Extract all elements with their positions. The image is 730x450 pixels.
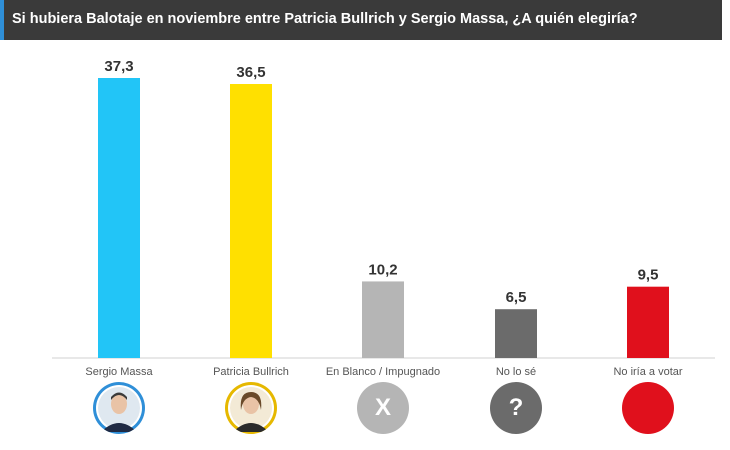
bar-2	[362, 281, 404, 358]
value-label-3: 6,5	[506, 289, 527, 306]
chart-title: Si hubiera Balotaje en noviembre entre P…	[12, 11, 638, 27]
question-circle-glyph: ?	[508, 394, 524, 421]
category-label-2: En Blanco / Impugnado	[326, 366, 440, 378]
sergio-massa-photo-icon	[93, 382, 145, 434]
red-circle-icon	[622, 382, 674, 434]
x-circle-icon: X	[357, 382, 409, 434]
bar-3	[495, 309, 537, 358]
value-label-4: 9,5	[638, 267, 659, 284]
category-label-4: No iría a votar	[613, 366, 682, 378]
category-label-1: Patricia Bullrich	[213, 366, 289, 378]
title-accent	[0, 0, 4, 40]
value-label-0: 37,3	[104, 58, 133, 75]
x-circle-glyph: X	[374, 394, 391, 421]
value-label-1: 36,5	[236, 64, 265, 81]
bar-0	[98, 78, 140, 358]
patricia-bullrich-photo-icon	[225, 382, 277, 434]
question-circle-icon: ?	[490, 382, 542, 434]
bar-1	[230, 84, 272, 358]
category-label-3: No lo sé	[496, 366, 536, 378]
bar-4	[627, 286, 669, 358]
title-bar: Si hubiera Balotaje en noviembre entre P…	[0, 0, 722, 40]
category-label-0: Sergio Massa	[85, 366, 153, 378]
value-label-2: 10,2	[368, 261, 397, 278]
